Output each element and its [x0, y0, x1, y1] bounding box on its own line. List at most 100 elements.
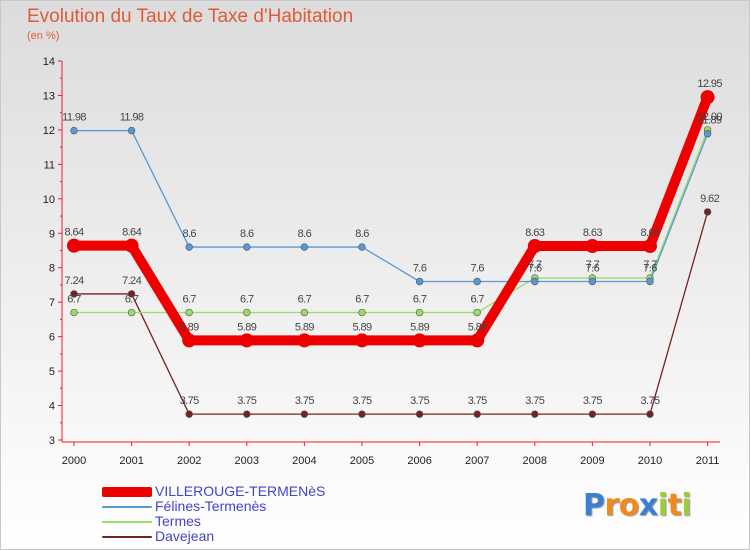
- series-point-1: [473, 277, 481, 286]
- y-tick-label: 10: [43, 194, 55, 206]
- series-point-0: [297, 333, 312, 348]
- logo-letter: P: [583, 488, 605, 523]
- data-label: 3.75: [180, 395, 199, 407]
- series-line-3: [73, 211, 709, 415]
- series-point-3: [70, 290, 78, 298]
- series-point-3: [358, 410, 366, 418]
- y-tick-label: 11: [44, 159, 55, 171]
- legend-swatch: [102, 521, 152, 523]
- series-point-3: [300, 410, 309, 418]
- logo-letter: r: [604, 488, 620, 523]
- data-label: 8.6: [298, 228, 312, 240]
- series-point-0: [700, 90, 715, 105]
- x-tick-label: 2000: [62, 455, 86, 467]
- series-point-1: [703, 129, 712, 138]
- data-label: 3.75: [410, 395, 429, 407]
- data-label: 7.24: [122, 275, 141, 287]
- x-tick-label: 2001: [119, 455, 143, 467]
- data-label: 6.7: [355, 294, 369, 306]
- data-label: 8.6: [182, 228, 196, 240]
- data-label: 7.24: [64, 275, 83, 287]
- data-label: 12.95: [697, 78, 722, 90]
- data-label: 8.64: [64, 227, 83, 239]
- y-tick-label: 9: [49, 228, 55, 240]
- data-label: 7.6: [528, 263, 542, 275]
- data-label: 3.75: [583, 395, 602, 407]
- data-label: 8.6: [240, 228, 254, 240]
- data-label: 8.6: [355, 228, 369, 240]
- data-label: 6.7: [67, 294, 81, 306]
- y-tick-label: 6: [49, 332, 55, 344]
- series-point-0: [355, 333, 369, 348]
- chart-series: [67, 90, 715, 418]
- data-label: 11.98: [120, 112, 144, 124]
- data-label: 11.98: [62, 112, 86, 124]
- y-tick-label: 5: [49, 366, 55, 378]
- series-point-1: [127, 126, 136, 135]
- y-tick-label: 13: [43, 90, 55, 102]
- data-label: 7.6: [643, 263, 657, 275]
- data-label: 6.7: [125, 294, 139, 306]
- x-tick-label: 2010: [638, 455, 662, 467]
- legend-label: Termes: [155, 513, 201, 529]
- logo-letter: o: [618, 488, 640, 523]
- data-label: 6.7: [240, 294, 254, 306]
- proxiti-logo: Proxiti: [583, 488, 692, 523]
- series-point-2: [127, 308, 136, 317]
- series-point-2: [473, 308, 481, 317]
- series-point-3: [127, 290, 136, 298]
- y-tick-label: 14: [43, 56, 55, 68]
- y-tick-label: 4: [49, 401, 55, 413]
- series-point-2: [185, 308, 193, 317]
- data-label: 11.89: [698, 115, 722, 127]
- data-label: 7.6: [470, 263, 484, 275]
- series-point-1: [415, 277, 424, 286]
- series-line-0: [69, 92, 713, 346]
- series-point-0: [67, 238, 81, 253]
- series-point-0: [239, 333, 254, 348]
- x-tick-label: 2004: [292, 455, 316, 467]
- legend-swatch: [102, 536, 152, 538]
- series-point-2: [358, 308, 366, 317]
- series-point-1: [646, 277, 654, 286]
- data-label: 5.89: [352, 321, 371, 333]
- data-label: 7.7: [528, 259, 542, 271]
- legend-label: VILLEROUGE-TERMENèS: [155, 483, 326, 499]
- data-label: 8.63: [640, 227, 659, 239]
- data-label: 7.6: [413, 263, 427, 275]
- series-point-1: [588, 277, 597, 286]
- x-tick-label: 2011: [696, 455, 720, 467]
- data-label: 5.89: [237, 321, 256, 333]
- x-tick-label: 2003: [235, 455, 259, 467]
- data-label: 7.7: [643, 259, 657, 271]
- series-line-1: [73, 129, 709, 283]
- data-label: 5.89: [468, 321, 487, 333]
- series-point-3: [473, 410, 481, 418]
- x-tick-label: 2006: [407, 455, 431, 467]
- data-label: 5.89: [295, 321, 314, 333]
- series-line-2: [73, 129, 709, 314]
- data-label: 12.00: [697, 111, 722, 123]
- data-label: 3.75: [352, 395, 371, 407]
- series-point-2: [70, 308, 78, 317]
- data-label: 7.6: [586, 263, 600, 275]
- logo-letter: x: [638, 488, 658, 523]
- chart-axes: 3 4 5 6 7 8 9 10 11 12 13 14 2000 2001 2002 2003 2004 200…: [43, 56, 720, 467]
- logo-letter: t: [667, 488, 682, 523]
- legend-swatch: [102, 506, 152, 508]
- series-point-0: [527, 239, 542, 254]
- series-point-0: [124, 238, 139, 253]
- data-label: 3.75: [295, 395, 314, 407]
- x-tick-label: 2002: [177, 455, 201, 467]
- data-label: 8.63: [583, 227, 602, 239]
- series-point-1: [243, 243, 251, 251]
- series-point-1: [185, 243, 193, 251]
- data-label: 6.7: [413, 294, 427, 306]
- series-point-3: [243, 410, 251, 418]
- data-label: 3.75: [468, 395, 487, 407]
- logo-letter: i: [657, 488, 668, 523]
- data-label: 9.62: [700, 193, 719, 205]
- x-tick-label: 2007: [465, 455, 489, 467]
